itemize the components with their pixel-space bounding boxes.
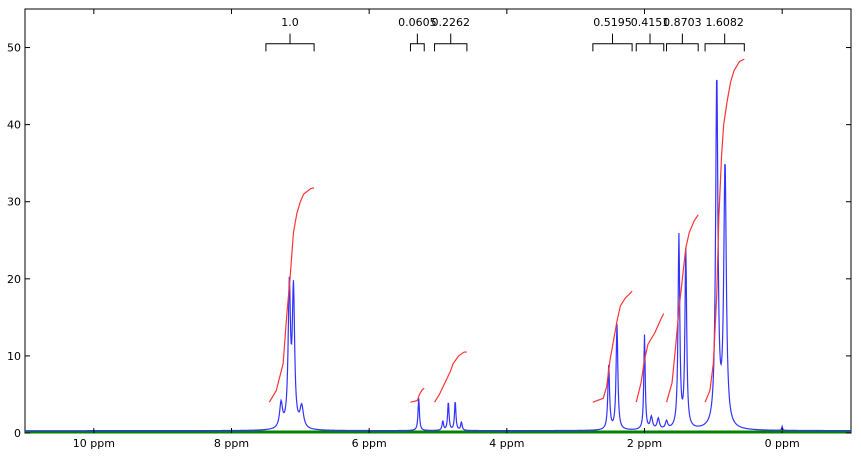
y-tick-label-5: 50 [7, 42, 21, 55]
y-tick-label-4: 40 [7, 119, 21, 132]
y-tick-label-1: 10 [7, 350, 21, 363]
y-tick-label-0: 0 [14, 427, 21, 440]
x-tick-label-0: 10 ppm [73, 437, 115, 450]
y-tick-label-2: 20 [7, 273, 21, 286]
integral-bracket-6 [666, 33, 699, 52]
x-tick-label-5: 0 ppm [765, 437, 800, 450]
integral-label-4: 0.5195 [593, 16, 632, 29]
integral-bracket-4 [592, 33, 633, 52]
integral-curve-3 [434, 351, 467, 403]
integral-bracket-1 [265, 33, 315, 52]
integral-curve-1 [268, 187, 315, 403]
integral-label-1: 1.0 [281, 16, 299, 29]
x-tick-label-4: 2 ppm [627, 437, 662, 450]
integral-curve-4 [592, 290, 633, 403]
integral-label-7: 1.6082 [705, 16, 744, 29]
integral-label-3: 0.2262 [431, 16, 470, 29]
integral-label-6: 0.8703 [663, 16, 702, 29]
integral-label-5: 0.4151 [631, 16, 670, 29]
spectrum-line [25, 79, 851, 432]
integral-curve-6 [665, 214, 699, 403]
plot-frame [24, 8, 852, 434]
integral-label-2: 0.0605 [398, 16, 437, 29]
x-tick-label-1: 8 ppm [214, 437, 249, 450]
integral-curve-2 [410, 387, 425, 403]
integral-bracket-2 [409, 33, 425, 52]
integral-bracket-5 [635, 33, 665, 52]
x-tick-label-2: 6 ppm [352, 437, 387, 450]
integral-curve-7 [704, 58, 745, 403]
integral-bracket-3 [434, 33, 468, 52]
x-tick-label-3: 4 ppm [489, 437, 524, 450]
integral-bracket-7 [704, 33, 745, 52]
y-tick-label-3: 30 [7, 196, 21, 209]
integral-curve-5 [635, 313, 665, 403]
